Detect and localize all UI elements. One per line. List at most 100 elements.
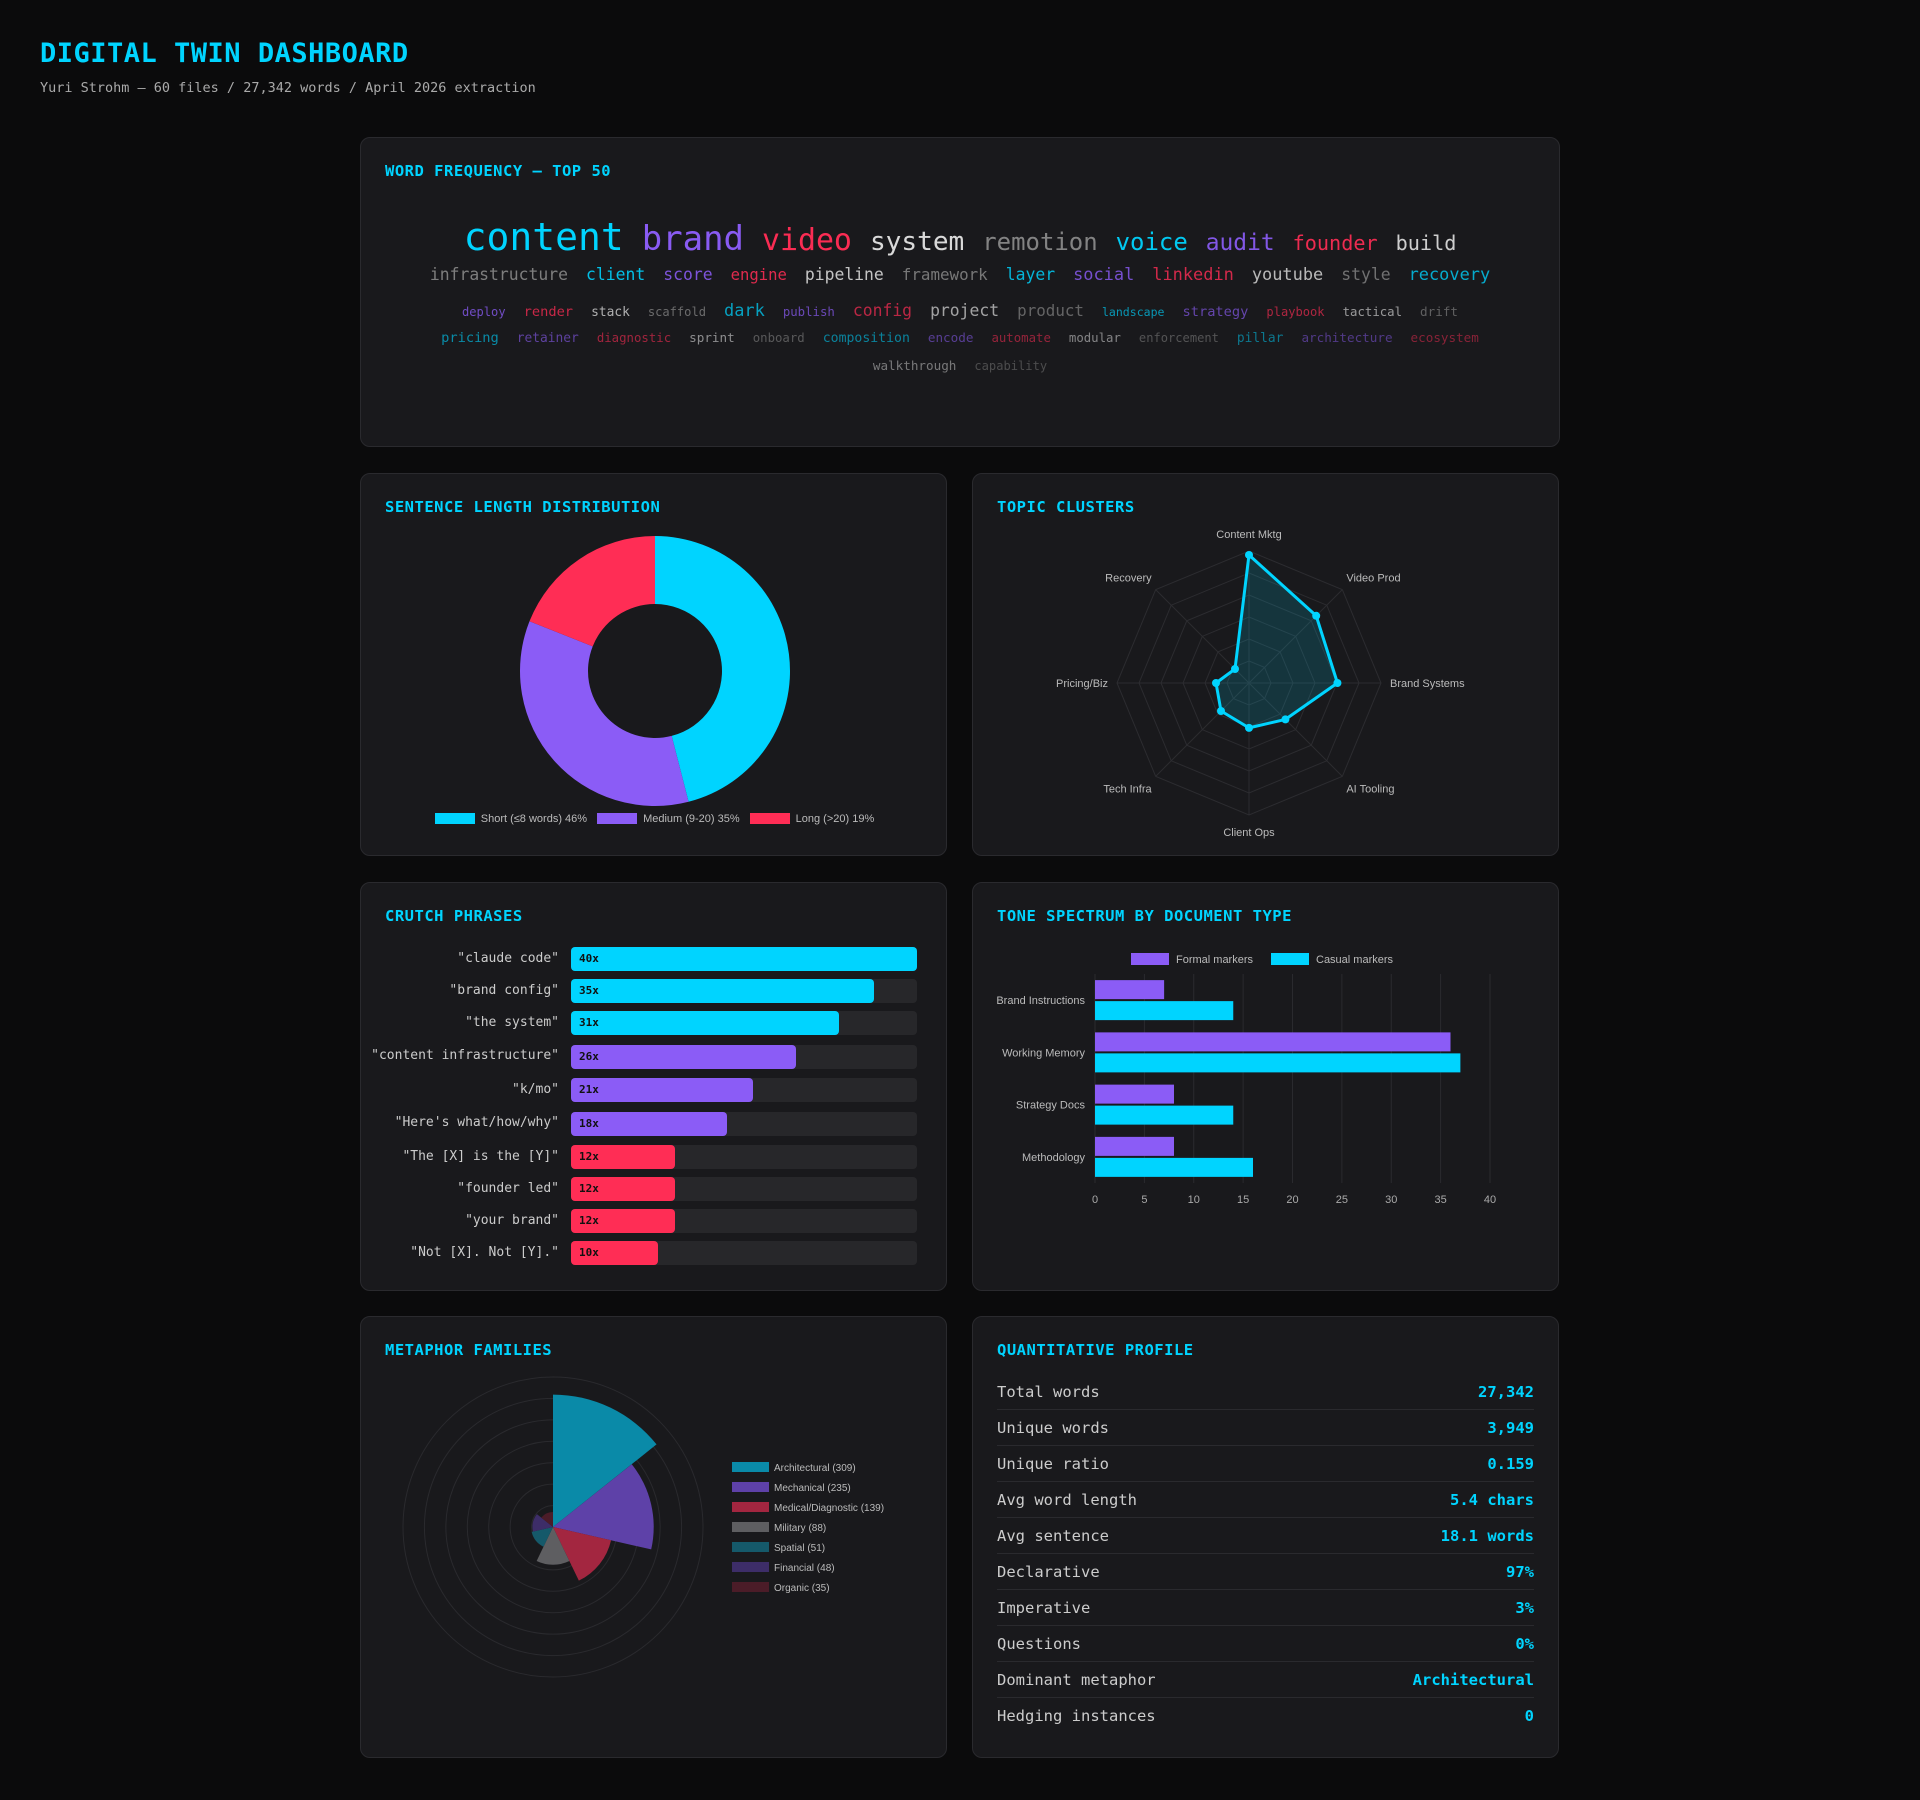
word-enforcement: enforcement [1138,331,1219,345]
legend-swatch [732,1542,769,1552]
y-category-label: Working Memory [1002,1047,1085,1059]
word-pricing: pricing [441,330,499,346]
radar-axis-label: Client Ops [1223,827,1275,839]
crutch-row: "the system" 31x [361,1007,948,1039]
crutch-value: 26x [579,1049,599,1063]
word-tactical: tactical [1342,305,1403,319]
crutch-label: "founder led" [457,1180,559,1196]
word-sprint: sprint [689,330,735,345]
bar-casual-markers[interactable] [1095,1105,1234,1125]
bar-casual-markers[interactable] [1095,1001,1234,1021]
word-diagnostic: diagnostic [596,331,672,345]
crutch-bar-track: 40x [571,947,917,971]
word-render: render [523,304,574,320]
legend-label[interactable]: Formal markers [1176,954,1254,966]
polar-slice[interactable] [553,1394,657,1527]
crutch-label: "your brand" [465,1212,559,1228]
word-pillar: pillar [1236,331,1284,346]
legend-label[interactable]: Spatial (51) [774,1543,825,1554]
y-category-label: Strategy Docs [1016,1100,1086,1112]
word-build: build [1395,231,1457,255]
crutch-bar-track: 35x [571,979,917,1003]
bar-formal-markers[interactable] [1095,1136,1174,1156]
crutch-label: "content infrastructure" [371,1048,559,1064]
quant-label: Dominant metaphor [997,1670,1156,1689]
radar-point[interactable] [1212,679,1220,687]
quant-value: 5.4 chars [1450,1490,1534,1509]
word-modular: modular [1068,331,1121,345]
legend-item[interactable]: Long (>20) 19% [749,813,874,825]
word-remotion: remotion [982,228,1098,256]
word-framework: framework [901,265,988,284]
radar-point[interactable] [1245,723,1253,732]
word-cloud-row: deploy render stack scaffold dark publish conf… [385,302,1535,332]
radar-point[interactable] [1230,664,1239,673]
donut-legend: Short (≤8 words) 46% Medium (9-20) 35% Lon… [361,809,948,828]
crutch-value: 12x [579,1150,599,1163]
legend-label[interactable]: Mechanical (235) [774,1483,851,1494]
legend-label[interactable]: Casual markers [1316,954,1394,966]
crutch-bar [571,1145,675,1169]
word-project: project [930,301,1000,320]
quant-row: Avg word length 5.4 chars [997,1482,1534,1518]
radar-series [1214,553,1339,730]
polar-slice[interactable] [536,1527,570,1565]
word-brand: brand [641,219,744,259]
crutch-row: "k/mo" 21x [361,1074,948,1106]
polar-slice[interactable] [553,1527,612,1581]
quant-value: 18.1 words [1440,1526,1534,1545]
legend-label[interactable]: Medical/Diagnostic (139) [774,1503,884,1514]
bar-formal-markers[interactable] [1095,1084,1174,1104]
donut-slice[interactable] [520,621,689,806]
polar-slice[interactable] [532,1514,553,1532]
crutch-bar [571,1078,753,1102]
legend-label[interactable]: Architectural (309) [774,1463,856,1474]
crutch-row: "Not [X]. Not [Y]." 10x [361,1237,948,1269]
quant-row: Unique ratio 0.159 [997,1446,1534,1482]
quant-label: Imperative [997,1598,1091,1617]
crutch-bar [571,1044,796,1069]
word-product: product [1017,301,1084,320]
radar-point[interactable] [1333,679,1342,687]
bar-casual-markers[interactable] [1095,1157,1253,1177]
bar-casual-markers[interactable] [1095,1053,1461,1073]
legend-item[interactable]: Short (≤8 words) 46% [434,812,588,825]
y-category-label: Methodology [1022,1152,1085,1164]
crutch-bar-track: 12x [571,1209,917,1233]
legend-swatch [1271,953,1309,965]
crutch-label: "Here's what/how/why" [394,1115,559,1131]
crutch-bar [571,1241,658,1265]
quant-label: Questions [997,1634,1081,1653]
donut-slice[interactable] [529,536,655,647]
topic-clusters-card: TOPIC CLUSTERS Content Mktg Video Prod Bra… [972,473,1559,856]
radar-point[interactable] [1312,611,1321,620]
legend-label[interactable]: Organic (35) [774,1583,830,1594]
metaphor-polar-chart: Architectural (309) Mechanical (235) Medic… [402,1376,884,1678]
word-founder: founder [1292,231,1378,255]
quant-row: Imperative 3% [997,1590,1534,1626]
crutch-value: 12x [579,1182,599,1195]
radar-point[interactable] [1245,550,1253,559]
crutch-bar-track: 31x [571,1011,917,1035]
polar-slice[interactable] [531,1527,553,1547]
quant-label: Avg word length [997,1490,1137,1509]
polar-slice[interactable] [541,1512,553,1527]
legend-item[interactable]: Medium (9-20) 35% [597,813,740,825]
x-tick-label: 20 [1286,1194,1298,1206]
bar-formal-markers[interactable] [1095,1032,1451,1052]
donut-slice[interactable] [655,536,790,802]
crutch-bar-track: 10x [571,1241,917,1265]
quant-value: 27,342 [1478,1382,1534,1401]
legend-label[interactable]: Financial (48) [774,1563,835,1574]
bar-formal-markers[interactable] [1095,980,1165,1000]
radar-point[interactable] [1216,707,1225,716]
word-engine: engine [730,266,787,284]
radar-point[interactable] [1281,715,1290,724]
legend-label: Short (≤8 words) 46% [480,812,588,825]
polar-slice[interactable] [553,1464,654,1550]
radar-axis-label: Video Prod [1346,573,1400,585]
radar-spoke [1248,682,1343,777]
legend-label[interactable]: Military (88) [774,1523,826,1534]
card-title: TONE SPECTRUM BY DOCUMENT TYPE [997,907,1292,925]
word-encode: encode [927,330,974,345]
